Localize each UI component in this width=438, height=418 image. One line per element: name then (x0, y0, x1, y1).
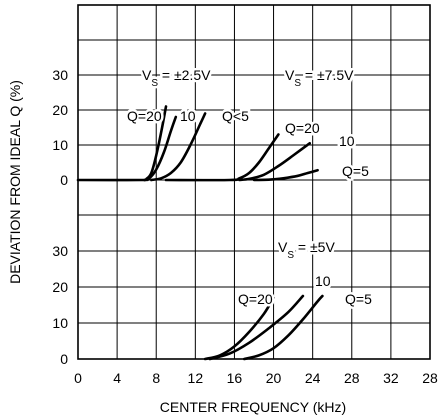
series-line (208, 294, 305, 361)
series-line (76, 105, 168, 182)
x-tick-label: 0 (74, 370, 82, 386)
series-line (150, 112, 207, 182)
series-curves (76, 105, 324, 361)
y-tick-label: 0 (60, 351, 68, 367)
series-line (252, 168, 319, 182)
series-line (242, 294, 324, 361)
y-axis-label: DEVIATION FROM IDEAL Q (%) (7, 80, 23, 284)
y-tick-label: 10 (52, 137, 68, 153)
series-line (143, 115, 178, 182)
annotation-q5c: Q=5 (345, 291, 372, 307)
annotation-q10a: 10 (180, 108, 196, 124)
series-line (164, 133, 280, 182)
x-tick-label: 4 (113, 370, 121, 386)
y-tick-label: 10 (52, 315, 68, 331)
x-tick-label: 16 (227, 370, 243, 386)
y-tick-label: 30 (52, 67, 68, 83)
x-tick-label: 32 (383, 370, 399, 386)
x-tick-label: 12 (188, 370, 204, 386)
annotation-q20b: Q=20 (285, 120, 320, 136)
x-axis-label: CENTER FREQUENCY (kHz) (160, 399, 346, 415)
y-tick-label: 20 (52, 279, 68, 295)
tick-labels: 0 4 8 12 16 20 24 28 32 28 30 20 10 0 30 20 10 0 (52, 67, 438, 386)
plot-frame (77, 4, 431, 360)
x-tick-label: 20 (266, 370, 282, 386)
annotation-vs25: VS = ±2.5V (142, 67, 211, 89)
annotation-q10b: 10 (339, 133, 355, 149)
annotation-q5b: Q=5 (342, 163, 369, 179)
series-line (238, 142, 311, 182)
y-tick-label: 0 (60, 172, 68, 188)
x-tick-label: 8 (152, 370, 160, 386)
x-tick-label: 24 (305, 370, 321, 386)
annotations: VS = ±2.5V VS = ±7.5V Q=20 10 Q<5 Q=20 10 Q=5 VS… (125, 65, 375, 310)
grid (78, 5, 430, 359)
annotation-vs5: VS = ±5V (278, 239, 335, 261)
annotation-q20c: Q=20 (238, 291, 273, 307)
x-tick-label: 28 (344, 370, 360, 386)
y-tick-label: 20 (52, 102, 68, 118)
annotation-q20a: Q=20 (127, 108, 162, 124)
x-tick-label: 28 (422, 370, 438, 386)
annotation-qlt5: Q<5 (222, 108, 249, 124)
annotation-q10c: 10 (315, 273, 331, 289)
y-tick-label: 30 (52, 243, 68, 259)
annotation-vs75: VS = ±7.5V (285, 67, 354, 89)
